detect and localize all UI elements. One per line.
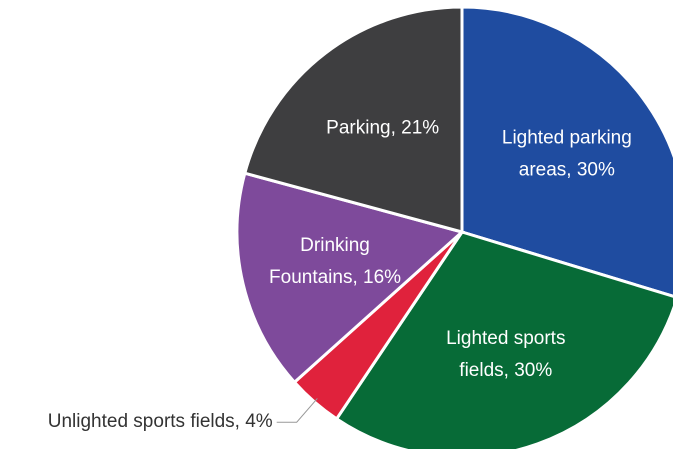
pie-slice: [460, 5, 673, 298]
pie-slice: [235, 171, 466, 385]
data-label: fields, 30%: [459, 360, 552, 381]
pie-slice: [242, 5, 464, 234]
data-label: Fountains, 16%: [269, 267, 401, 288]
data-label: areas, 30%: [519, 159, 615, 180]
data-label: Drinking: [300, 235, 370, 256]
leader-line: [276, 398, 318, 423]
data-label: Unlighted sports fields, 4%: [48, 411, 273, 432]
pie-slice: [334, 230, 673, 449]
data-label: Lighted sports: [446, 328, 565, 349]
data-label: Parking, 21%: [326, 117, 439, 138]
data-label: Lighted parking: [502, 127, 632, 148]
